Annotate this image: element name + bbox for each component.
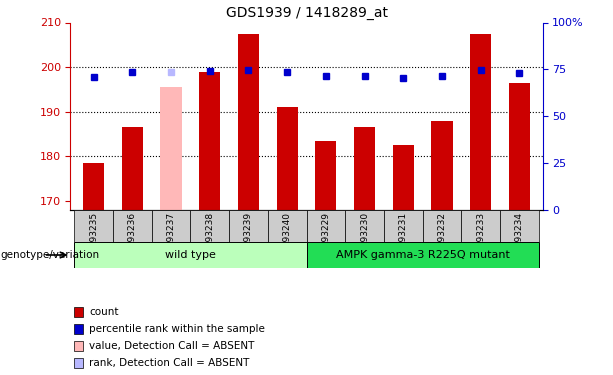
- Title: GDS1939 / 1418289_at: GDS1939 / 1418289_at: [226, 6, 387, 20]
- Text: percentile rank within the sample: percentile rank within the sample: [89, 324, 265, 334]
- Text: GSM93237: GSM93237: [167, 211, 175, 261]
- Text: wild type: wild type: [165, 250, 216, 260]
- Bar: [74, 308, 83, 317]
- Bar: [461, 210, 500, 242]
- Bar: [161, 87, 181, 210]
- Text: GSM93229: GSM93229: [321, 211, 330, 261]
- Bar: [306, 242, 539, 268]
- Text: value, Detection Call = ABSENT: value, Detection Call = ABSENT: [89, 341, 254, 351]
- Bar: [74, 358, 83, 368]
- Bar: [500, 210, 539, 242]
- Bar: [276, 107, 298, 210]
- Bar: [315, 141, 337, 210]
- Text: genotype/variation: genotype/variation: [0, 250, 99, 260]
- Bar: [191, 210, 229, 242]
- Text: GSM93234: GSM93234: [515, 211, 524, 261]
- Bar: [345, 210, 384, 242]
- Bar: [470, 34, 491, 210]
- Bar: [83, 163, 104, 210]
- Bar: [422, 210, 461, 242]
- Bar: [122, 128, 143, 210]
- Bar: [74, 210, 113, 242]
- Bar: [152, 210, 191, 242]
- Bar: [268, 210, 306, 242]
- Text: GSM93235: GSM93235: [89, 211, 98, 261]
- Bar: [74, 341, 83, 351]
- Text: count: count: [89, 307, 118, 317]
- Bar: [74, 242, 306, 268]
- Bar: [74, 324, 83, 334]
- Text: GSM93236: GSM93236: [128, 211, 137, 261]
- Text: rank, Detection Call = ABSENT: rank, Detection Call = ABSENT: [89, 358, 249, 368]
- Text: GSM93231: GSM93231: [398, 211, 408, 261]
- Bar: [113, 210, 152, 242]
- Bar: [432, 121, 452, 210]
- Bar: [306, 210, 345, 242]
- Text: GSM93238: GSM93238: [205, 211, 215, 261]
- Text: AMPK gamma-3 R225Q mutant: AMPK gamma-3 R225Q mutant: [336, 250, 509, 260]
- Text: GSM93233: GSM93233: [476, 211, 485, 261]
- Bar: [384, 210, 422, 242]
- Text: GSM93239: GSM93239: [244, 211, 253, 261]
- Bar: [354, 128, 375, 210]
- Bar: [392, 145, 414, 210]
- Text: GSM93232: GSM93232: [438, 211, 446, 261]
- Bar: [199, 72, 221, 210]
- Bar: [509, 83, 530, 210]
- Text: GSM93240: GSM93240: [283, 211, 292, 261]
- Text: GSM93230: GSM93230: [360, 211, 369, 261]
- Bar: [238, 34, 259, 210]
- Bar: [229, 210, 268, 242]
